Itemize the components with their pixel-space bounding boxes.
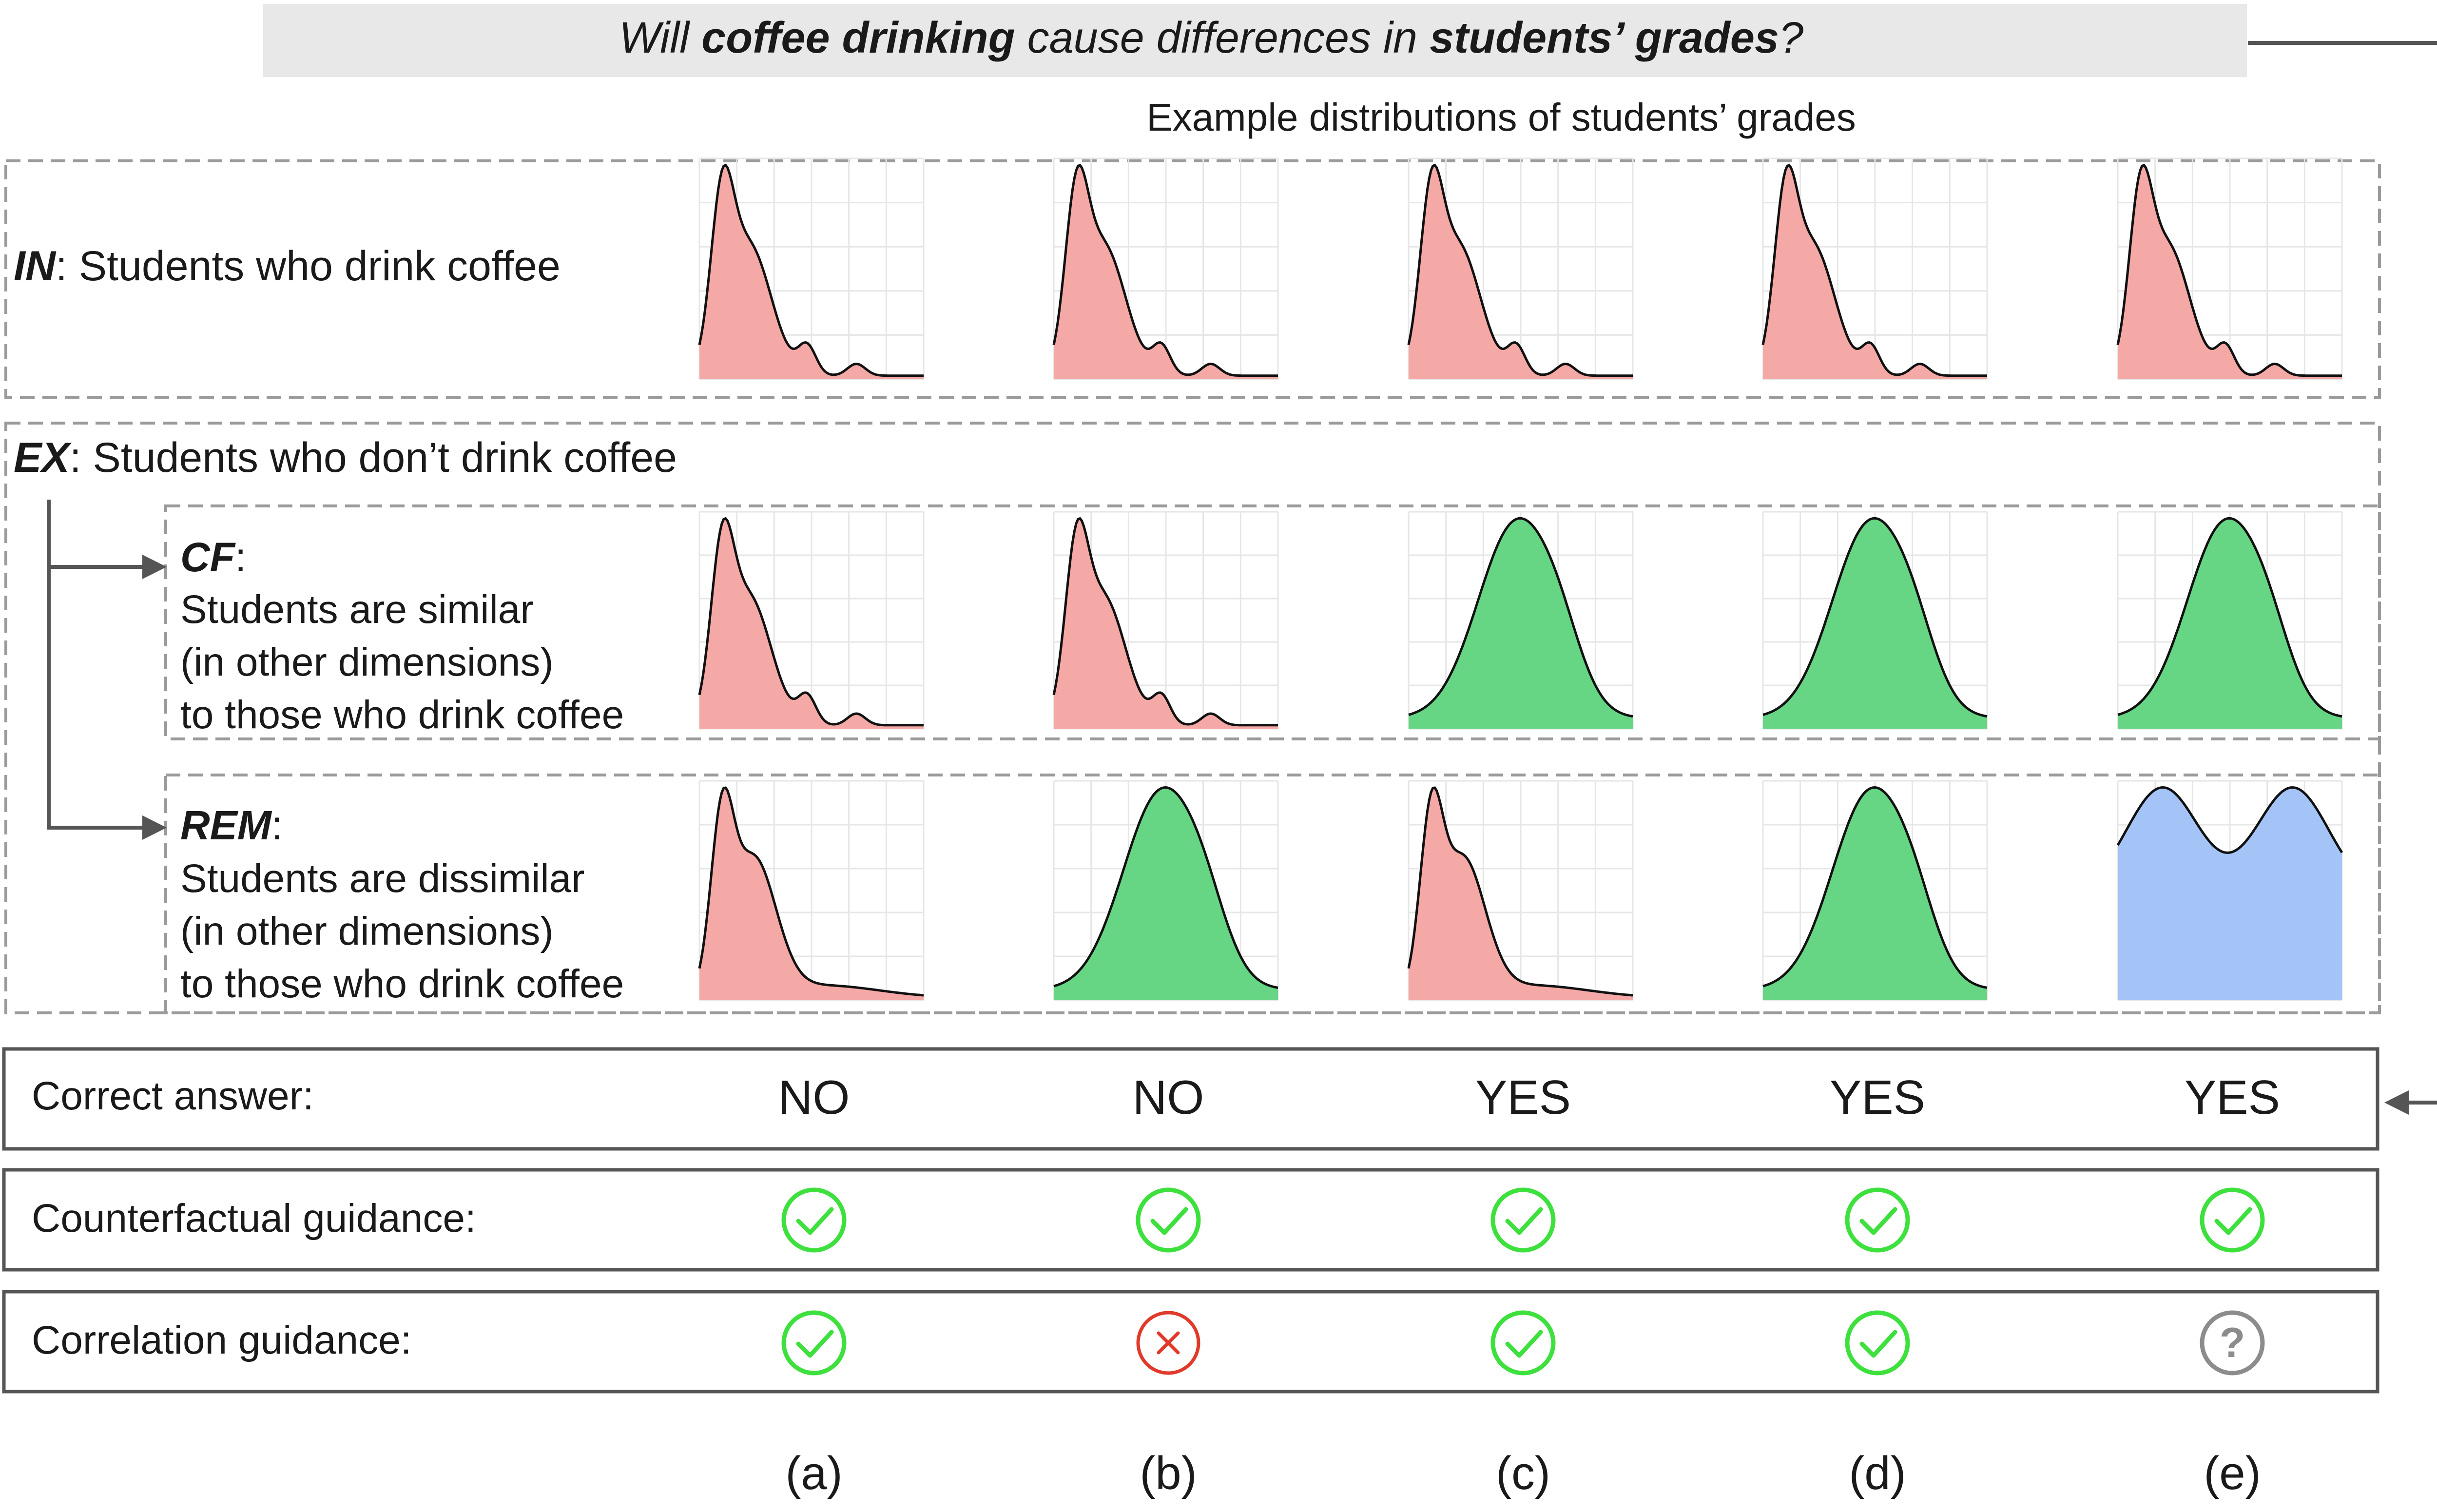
cf-desc-line-2: (in other dimensions) <box>180 640 554 684</box>
column-labels: (a) (b) (c) (d) (e) <box>785 1447 2261 1499</box>
question-text: Will coffee drinking cause differences i… <box>619 14 1803 62</box>
distribution-plots <box>698 157 2343 1001</box>
correlation-guidance-row <box>2 1290 2379 1394</box>
check-icon <box>1490 1310 1556 1376</box>
ex-row-label: EX: Students who don’t drink coffee <box>14 434 677 481</box>
guidance-icons: ? <box>781 1187 2265 1376</box>
density-curve <box>2116 786 2343 854</box>
question-icon: ? <box>2200 1310 2265 1376</box>
density-curve <box>1052 163 1278 377</box>
answer-value-a: NO <box>778 1070 850 1124</box>
density-area <box>1763 787 1987 1000</box>
density-area <box>1054 165 1278 379</box>
density-area <box>2118 518 2342 729</box>
column-label-b: (b) <box>1140 1447 1197 1499</box>
cf-distribution-plot-d <box>1762 511 1988 730</box>
cf-distribution-plot-a <box>698 511 925 730</box>
question-banner <box>263 4 2247 77</box>
answer-value-d: YES <box>1830 1070 1925 1124</box>
density-area <box>699 788 924 1000</box>
density-area <box>2118 787 2342 1000</box>
rem-distribution-plot-c <box>1407 780 1634 1001</box>
check-icon <box>781 1187 847 1253</box>
rem-distribution-plot-d <box>1762 780 1988 1001</box>
cross-icon <box>1136 1311 1200 1375</box>
density-curve <box>1408 517 1633 718</box>
in-group-box <box>4 159 2381 399</box>
density-area <box>1763 518 1987 729</box>
rem-desc-line-1: Students are dissimilar <box>180 856 584 901</box>
cf-distribution-plot-e <box>2117 511 2343 730</box>
density-curve <box>1053 786 1278 989</box>
density-area <box>699 165 924 379</box>
correlation-guidance-label: Correlation guidance: <box>32 1318 411 1362</box>
density-curve <box>698 786 924 997</box>
density-area <box>1054 787 1278 1000</box>
svg-text:?: ? <box>2220 1319 2245 1366</box>
check-icon <box>2200 1187 2265 1253</box>
cf-desc-line-1: Students are similar <box>180 587 534 632</box>
correct-answer-label: Correct answer: <box>32 1074 314 1118</box>
density-curve <box>698 517 924 727</box>
cf-desc-line-3: to those who drink coffee <box>180 693 624 737</box>
density-area <box>1409 165 1633 379</box>
density-curve <box>1407 163 1633 377</box>
counterfactual-guidance-label: Counterfactual guidance: <box>32 1196 476 1241</box>
answer-value-e: YES <box>2185 1070 2280 1124</box>
section-title: Example distributions of students’ grade… <box>1146 96 1856 139</box>
cf-distribution-plot-b <box>1052 511 1279 730</box>
cf-group-box <box>164 504 2381 740</box>
counterfactual-guidance-row <box>2 1168 2379 1272</box>
density-curve <box>1762 786 1988 989</box>
in-distribution-plot-c <box>1407 157 1634 380</box>
rem-distribution-plot-e <box>2116 780 2343 1001</box>
column-label-d: (d) <box>1849 1447 1906 1499</box>
rem-distribution-plot-a <box>698 780 925 1001</box>
in-distribution-plot-d <box>1761 157 1988 380</box>
rem-desc-line-3: to those who drink coffee <box>180 962 624 1006</box>
rem-desc-line-2: (in other dimensions) <box>180 909 554 953</box>
ex-branch-arrows <box>47 500 167 840</box>
column-label-a: (a) <box>785 1447 842 1499</box>
density-area <box>1763 165 1987 379</box>
rem-distribution-plot-b <box>1053 780 1279 1001</box>
cf-distribution-plot-c <box>1408 511 1634 730</box>
check-icon <box>781 1310 847 1376</box>
density-area <box>1409 788 1633 1000</box>
density-area <box>699 518 924 729</box>
density-curve <box>1407 786 1633 997</box>
rem-group-box <box>164 774 2381 1014</box>
density-area <box>1054 518 1278 729</box>
correct-answer-row <box>2 1047 2379 1151</box>
cf-row-title: CF: <box>180 534 246 580</box>
density-area <box>2118 165 2342 379</box>
check-icon <box>1136 1187 1201 1253</box>
check-icon <box>1845 1187 1910 1253</box>
rem-row-title: REM: <box>180 802 283 848</box>
density-area <box>1409 518 1633 729</box>
answer-value-c: YES <box>1475 1070 1571 1124</box>
in-distribution-plot-e <box>2116 157 2343 380</box>
column-label-c: (c) <box>1496 1447 1550 1499</box>
answer-values: NO NO YES YES YES <box>778 1070 2281 1124</box>
in-distribution-plot-a <box>698 157 925 380</box>
in-distribution-plot-b <box>1052 157 1279 380</box>
density-curve <box>2117 517 2342 718</box>
question-to-answer-connector <box>2248 41 2437 1115</box>
density-curve <box>1761 163 1987 377</box>
check-icon <box>1490 1187 1556 1253</box>
density-curve <box>1052 517 1278 727</box>
check-icon <box>1845 1310 1910 1376</box>
column-label-e: (e) <box>2204 1447 2261 1499</box>
in-row-label: IN: Students who drink coffee <box>14 243 561 290</box>
density-curve <box>698 163 924 377</box>
density-curve <box>2116 163 2342 377</box>
answer-value-b: NO <box>1133 1070 1204 1124</box>
density-curve <box>1762 517 1988 718</box>
